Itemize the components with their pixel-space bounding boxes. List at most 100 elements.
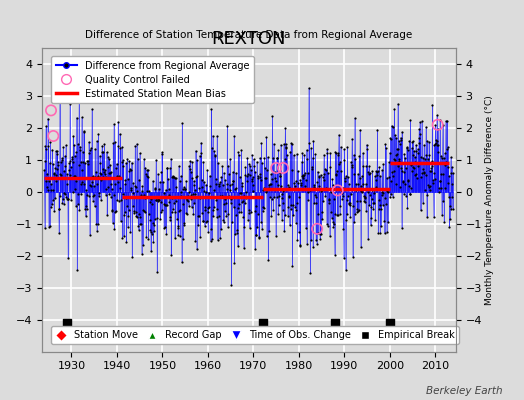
Point — [119, 157, 127, 164]
Point — [94, 221, 102, 227]
Point — [258, 207, 267, 214]
Point — [415, 126, 423, 132]
Point — [235, 209, 244, 216]
Point — [128, 202, 137, 209]
Point — [311, 192, 319, 198]
Point — [203, 167, 211, 173]
Point — [383, 174, 391, 181]
Point — [217, 174, 225, 181]
Point — [280, 228, 288, 235]
Point — [370, 200, 378, 206]
Point — [265, 182, 273, 188]
Point — [348, 135, 356, 142]
Point — [325, 197, 333, 203]
Point — [245, 225, 254, 231]
Point — [273, 194, 281, 200]
Point — [261, 175, 269, 181]
Point — [272, 154, 281, 161]
Point — [254, 210, 262, 217]
Point — [189, 182, 198, 188]
Point — [125, 168, 134, 174]
Point — [147, 229, 155, 235]
Point — [334, 151, 343, 158]
Point — [445, 224, 454, 230]
Point — [210, 203, 218, 210]
Point — [156, 216, 165, 223]
Point — [214, 237, 222, 243]
Point — [106, 194, 115, 200]
Point — [149, 220, 157, 226]
Point — [392, 181, 400, 187]
Point — [165, 192, 173, 198]
Point — [55, 206, 63, 212]
Point — [444, 144, 452, 151]
Point — [333, 212, 342, 218]
Point — [226, 182, 235, 188]
Point — [387, 178, 395, 184]
Point — [107, 186, 116, 192]
Point — [271, 175, 279, 181]
Point — [312, 237, 320, 243]
Point — [133, 187, 141, 194]
Point — [207, 226, 215, 232]
Point — [322, 185, 330, 191]
Point — [325, 233, 334, 239]
Point — [337, 187, 346, 194]
Point — [299, 173, 308, 180]
Point — [280, 141, 288, 147]
Point — [144, 174, 152, 180]
Point — [42, 123, 50, 130]
Point — [243, 155, 252, 161]
Point — [367, 196, 376, 202]
Point — [140, 192, 148, 198]
Point — [80, 129, 88, 135]
Point — [177, 173, 185, 179]
Point — [447, 164, 456, 170]
Point — [435, 189, 443, 195]
Point — [337, 189, 346, 196]
Point — [233, 229, 241, 236]
Point — [242, 195, 250, 201]
Point — [345, 201, 353, 207]
Point — [158, 151, 166, 157]
Point — [331, 148, 340, 155]
Point — [173, 194, 181, 200]
Point — [204, 190, 213, 196]
Point — [290, 180, 298, 186]
Point — [410, 148, 418, 154]
Point — [213, 206, 222, 212]
Point — [189, 191, 197, 197]
Point — [298, 172, 306, 179]
Point — [252, 232, 260, 238]
Point — [81, 206, 89, 212]
Point — [343, 211, 351, 217]
Point — [280, 212, 289, 218]
Point — [216, 226, 225, 232]
Point — [139, 208, 148, 214]
Point — [213, 132, 221, 139]
Point — [279, 165, 287, 171]
Point — [48, 161, 57, 168]
Point — [282, 145, 291, 152]
Point — [260, 155, 269, 161]
Point — [395, 137, 403, 144]
Point — [304, 197, 312, 203]
Point — [202, 189, 211, 195]
Point — [319, 173, 328, 180]
Point — [447, 206, 455, 212]
Point — [293, 168, 302, 174]
Point — [196, 233, 204, 240]
Point — [276, 172, 285, 179]
Point — [221, 208, 229, 214]
Point — [380, 186, 388, 192]
Point — [278, 194, 287, 201]
Point — [160, 225, 168, 232]
Point — [154, 196, 162, 203]
Point — [223, 224, 232, 231]
Point — [269, 207, 277, 214]
Point — [153, 269, 161, 275]
Point — [148, 178, 157, 184]
Point — [98, 142, 106, 149]
Point — [201, 206, 210, 213]
Point — [395, 156, 403, 162]
